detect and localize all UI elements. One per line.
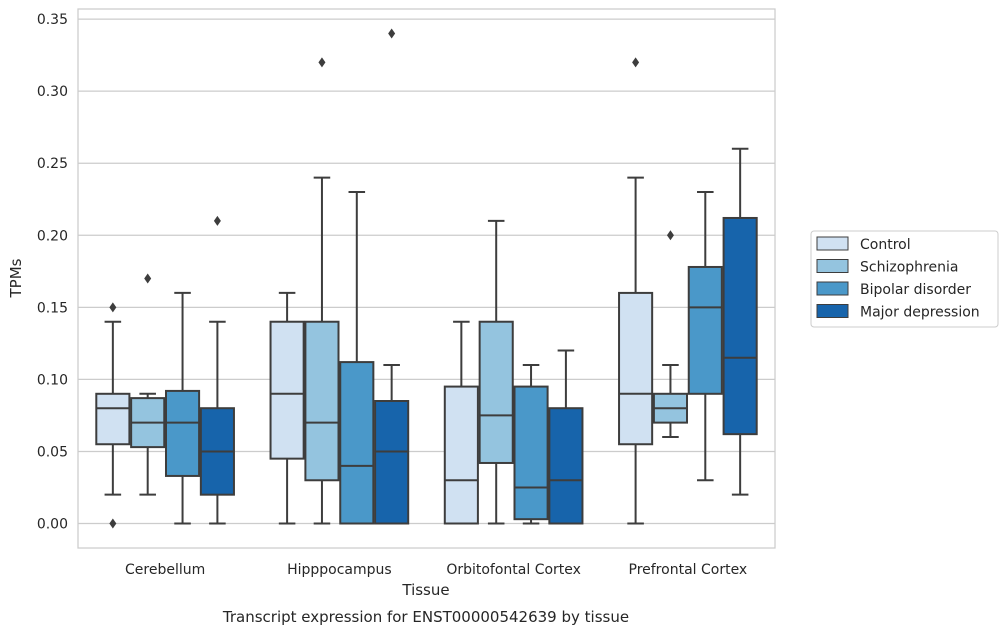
legend-swatch xyxy=(816,236,849,251)
legend-entry: Major depression xyxy=(860,305,980,321)
box xyxy=(339,361,375,525)
chart-caption: Transcript expression for ENST0000054263… xyxy=(222,608,629,626)
legend-entry: Schizophrenia xyxy=(860,260,958,276)
box-group xyxy=(304,57,340,525)
y-tick-label: 0.10 xyxy=(37,372,68,388)
outlier-point xyxy=(144,273,152,284)
x-axis-ticks: Cerebellum Hipppocampus Orbitofontal Corte… xyxy=(125,562,747,578)
box xyxy=(722,216,758,436)
y-tick-label: 0.20 xyxy=(37,228,68,244)
x-tick-label: Hipppocampus xyxy=(287,562,392,578)
x-tick-label: Prefrontal Cortex xyxy=(629,562,748,578)
box-group xyxy=(443,320,479,525)
box-group xyxy=(548,349,584,525)
box xyxy=(548,407,584,525)
box xyxy=(95,392,131,446)
outlier-point xyxy=(632,57,640,68)
box-group xyxy=(652,230,689,439)
box xyxy=(164,389,201,477)
legend-swatch xyxy=(816,281,849,296)
legend-entry: Control xyxy=(860,237,911,253)
legend-swatch xyxy=(816,304,849,318)
legend-frame xyxy=(810,230,999,328)
outlier-point xyxy=(318,57,326,68)
y-tick-label: 0.05 xyxy=(37,444,68,460)
outlier-point xyxy=(666,230,674,241)
box xyxy=(304,320,340,482)
box-group xyxy=(269,291,305,525)
legend-swatch xyxy=(816,259,849,273)
legend-entry: Bipolar disorder xyxy=(860,282,971,298)
outlier-point xyxy=(388,28,396,39)
y-tick-label: 0.15 xyxy=(37,300,68,316)
x-axis-label: Tissue xyxy=(401,581,449,599)
box-group xyxy=(722,147,758,496)
plot-frame xyxy=(77,8,776,549)
box-group xyxy=(478,219,514,525)
box xyxy=(443,385,479,525)
y-tick-label: 0.35 xyxy=(37,12,68,28)
outlier-point xyxy=(109,518,117,529)
plot-marks xyxy=(95,28,758,529)
box xyxy=(374,400,410,525)
box-group xyxy=(687,191,723,482)
box-group xyxy=(618,57,654,525)
box xyxy=(618,291,654,446)
box-group xyxy=(199,215,235,525)
y-tick-label: 0.25 xyxy=(37,156,68,172)
box xyxy=(687,265,723,395)
box-group xyxy=(339,191,375,525)
outlier-point xyxy=(213,215,221,226)
y-tick-label: 0.00 xyxy=(37,517,68,533)
outlier-point xyxy=(109,302,117,313)
y-tick-label: 0.30 xyxy=(37,84,68,100)
y-axis-ticks: 0.00 0.05 0.10 0.15 0.20 0.25 0.30 0.35 xyxy=(37,12,68,532)
box-group xyxy=(130,273,166,496)
box xyxy=(269,320,305,460)
box xyxy=(513,385,549,521)
box-group xyxy=(95,302,131,529)
box-group xyxy=(164,291,201,525)
legend: Control Schizophrenia Bipolar disorder Majo… xyxy=(810,230,999,328)
box xyxy=(478,320,514,464)
x-tick-label: Orbitofontal Cortex xyxy=(446,562,581,578)
y-axis-label: TPMs xyxy=(7,258,25,298)
box-group xyxy=(513,363,549,525)
x-tick-label: Cerebellum xyxy=(125,562,205,578)
box-group xyxy=(374,28,410,525)
